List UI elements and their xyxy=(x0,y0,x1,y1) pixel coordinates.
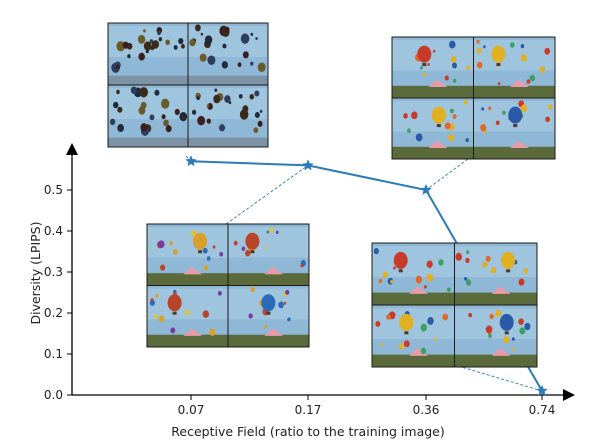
x-tick-label: 0.36 xyxy=(413,403,440,417)
data-point-star xyxy=(420,183,432,195)
thumbnail-cell xyxy=(107,22,189,86)
thumbnail-cell xyxy=(227,223,310,286)
thumbnail-cell xyxy=(391,97,474,160)
x-tick-label: 0.17 xyxy=(295,403,322,417)
y-tick-label: 0.5 xyxy=(44,183,63,197)
thumbnail-cell xyxy=(454,242,538,306)
thumbnail-connector xyxy=(425,158,469,191)
x-tick-label: 0.07 xyxy=(178,403,205,417)
thumbnail-hot-air-balloons-over-crowd xyxy=(391,36,556,160)
y-tick-label: 0.4 xyxy=(44,224,63,238)
thumbnail-cell xyxy=(227,285,310,348)
thumbnail-cell xyxy=(391,36,474,99)
thumbnail-cell xyxy=(187,22,269,86)
thumbnail-cell xyxy=(187,84,269,148)
thumbnail-cell xyxy=(146,285,229,348)
thumbnail-cell xyxy=(454,304,538,368)
thumbnail-cell xyxy=(371,304,455,368)
x-tick-label: 0.74 xyxy=(529,403,556,417)
y-tick-label: 0.0 xyxy=(44,388,63,402)
x-ticks: 0.07 0.17 0.36 0.74 xyxy=(178,395,556,417)
x-axis-label: Receptive Field (ratio to the training i… xyxy=(171,424,444,439)
y-tick-label: 0.3 xyxy=(44,265,63,279)
x-axis-arrow xyxy=(563,389,575,401)
y-tick-label: 0.2 xyxy=(44,306,63,320)
thumbnail-cell xyxy=(146,223,229,286)
thumbnail-cell xyxy=(371,242,455,306)
data-point-star xyxy=(536,384,548,396)
thumbnail-cell xyxy=(473,36,556,99)
thumbnail-connector xyxy=(225,165,309,225)
thumbnail-cell xyxy=(107,84,189,148)
thumbnail-hot-air-balloons-dense-sky xyxy=(107,22,269,148)
y-tick-label: 0.1 xyxy=(44,347,63,361)
thumbnails xyxy=(107,22,556,368)
thumbnail-hot-air-balloons-over-crowd-near-copy xyxy=(371,242,538,368)
y-axis-arrow xyxy=(66,143,78,155)
data-point-star xyxy=(185,155,197,167)
data-point-star xyxy=(302,159,314,171)
series-markers xyxy=(185,155,548,396)
y-ticks: 0.0 0.1 0.2 0.3 0.4 0.5 xyxy=(44,183,72,402)
thumbnail-hot-air-balloons-with-tent xyxy=(146,223,310,348)
y-axis-label: Diversity (LPIPS) xyxy=(28,222,43,325)
thumbnail-cell xyxy=(473,97,556,160)
